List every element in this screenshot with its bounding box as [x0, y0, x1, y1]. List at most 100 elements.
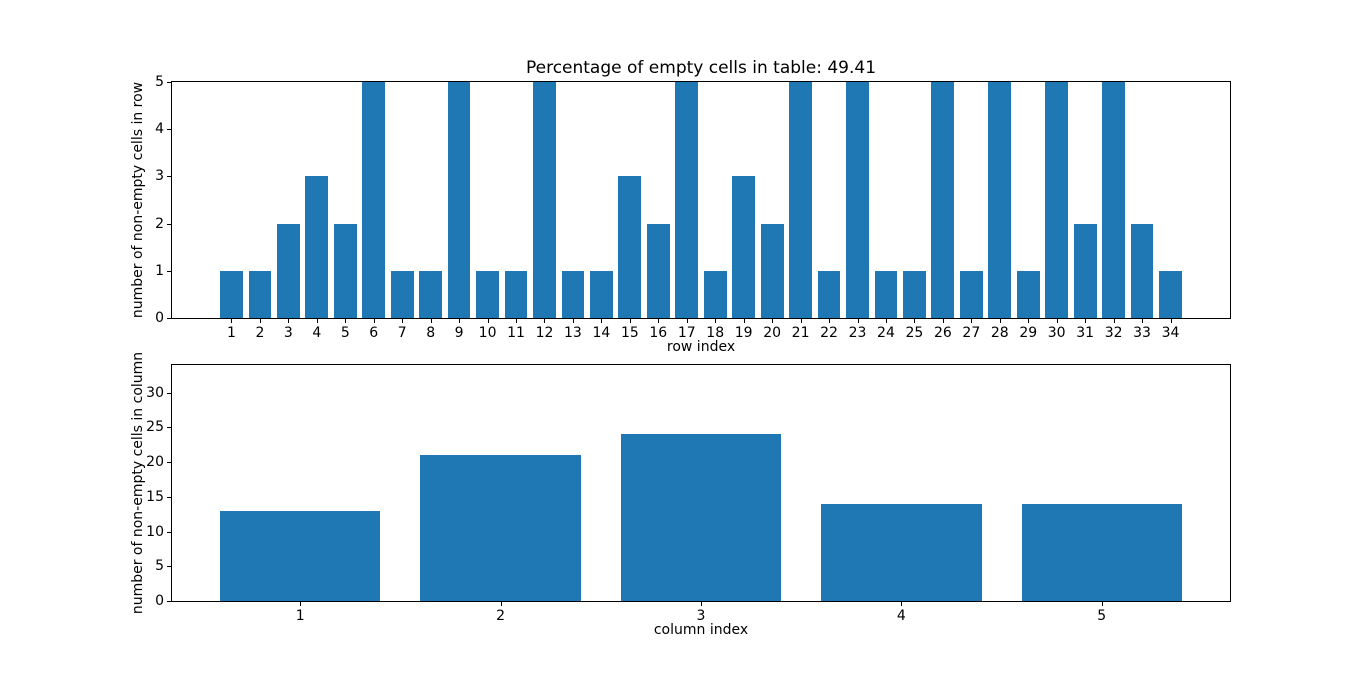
x-tick-label: 7	[397, 325, 407, 341]
y-tick-label: 30	[146, 384, 164, 401]
bar	[333, 223, 357, 318]
x-tick-mark	[231, 319, 233, 323]
chart-title: Percentage of empty cells in table: 49.4…	[525, 58, 877, 78]
bar	[1016, 270, 1040, 318]
x-tick-mark	[1142, 319, 1144, 323]
bar	[821, 503, 982, 601]
x-tick-mark	[743, 319, 745, 323]
bar	[533, 82, 556, 318]
x-tick-mark	[999, 319, 1001, 323]
bar	[305, 176, 329, 318]
bar	[675, 82, 699, 318]
x-tick-label: 24	[877, 325, 895, 341]
x-tick-mark	[829, 319, 831, 323]
x-tick-label: 6	[369, 325, 379, 341]
bar	[220, 510, 381, 601]
bar	[590, 270, 613, 318]
x-tick-mark	[572, 319, 574, 323]
x-tick-label: 4	[896, 608, 906, 624]
column-x-axis-label: column index	[653, 622, 749, 638]
x-tick-label: 15	[620, 325, 639, 341]
bar	[959, 270, 983, 318]
x-tick-label: 32	[1104, 325, 1123, 341]
x-tick-mark	[1085, 319, 1087, 323]
row-histogram-axes: Percentage of empty cells in table: 49.4…	[130, 58, 1231, 355]
y-tick-mark	[167, 82, 171, 83]
bar	[789, 82, 812, 318]
x-tick-mark	[373, 319, 375, 323]
x-tick-label: 21	[791, 325, 810, 341]
x-tick-label: 34	[1161, 325, 1180, 341]
x-tick-mark	[1170, 319, 1172, 323]
bar	[646, 223, 670, 318]
y-tick-label: 5	[155, 558, 164, 575]
x-tick-label: 2	[255, 325, 265, 341]
bar	[1073, 223, 1097, 318]
bar	[618, 176, 642, 318]
bar	[1102, 82, 1125, 318]
row-y-axis-label: number of non-empty cells in row	[130, 81, 146, 319]
x-tick-label: 16	[649, 325, 668, 341]
bar	[874, 270, 898, 318]
y-tick-mark	[167, 223, 171, 225]
y-tick-mark	[167, 427, 171, 429]
y-tick-mark	[167, 566, 171, 568]
y-tick-mark	[167, 462, 171, 464]
bar	[1021, 503, 1182, 601]
bar	[447, 82, 471, 318]
x-tick-label: 17	[677, 325, 696, 341]
bar	[817, 270, 841, 318]
y-tick-label: 10	[146, 523, 164, 540]
bar	[248, 270, 272, 318]
x-tick-mark	[430, 319, 432, 323]
x-tick-label: 9	[454, 325, 464, 341]
y-tick-mark	[167, 392, 171, 394]
bar	[220, 270, 243, 318]
bar	[1159, 270, 1182, 318]
x-tick-label: 5	[340, 325, 350, 341]
x-tick-label: 26	[933, 325, 952, 341]
x-tick-mark	[914, 319, 916, 323]
x-tick-label: 25	[905, 325, 924, 341]
y-tick-label: 20	[146, 454, 164, 471]
y-tick-label: 25	[146, 419, 164, 436]
bar	[732, 176, 756, 318]
x-tick-mark	[1056, 319, 1058, 323]
bar	[362, 82, 386, 318]
x-tick-label: 5	[1097, 608, 1107, 624]
x-tick-mark	[487, 319, 489, 323]
x-tick-label: 31	[1076, 325, 1095, 341]
bar	[1045, 82, 1069, 318]
x-tick-mark	[459, 319, 461, 323]
x-tick-mark	[901, 602, 903, 606]
y-tick-mark	[167, 270, 171, 272]
bar	[760, 223, 784, 318]
x-tick-mark	[1113, 319, 1115, 323]
y-tick-mark	[167, 496, 171, 498]
x-tick-label: 3	[283, 325, 293, 341]
x-tick-label: 14	[592, 325, 611, 341]
y-tick-label: 4	[155, 121, 164, 138]
x-tick-mark	[629, 319, 631, 323]
x-tick-mark	[686, 319, 688, 323]
x-tick-label: 1	[227, 325, 236, 341]
bar	[504, 270, 528, 318]
x-tick-label: 23	[848, 325, 867, 341]
x-tick-mark	[857, 319, 859, 323]
x-tick-label: 10	[478, 325, 497, 341]
x-tick-mark	[402, 319, 404, 323]
x-tick-label: 30	[1047, 325, 1066, 341]
bar	[561, 270, 585, 318]
bar	[420, 455, 581, 601]
x-tick-mark	[345, 319, 347, 323]
x-tick-mark	[658, 319, 660, 323]
x-tick-mark	[316, 319, 318, 323]
x-tick-label: 2	[496, 608, 506, 624]
bar	[846, 82, 869, 318]
x-tick-label: 28	[990, 325, 1009, 341]
y-tick-mark	[167, 318, 171, 319]
y-tick-label: 15	[146, 488, 164, 505]
bar	[931, 82, 955, 318]
y-tick-mark	[167, 601, 171, 602]
